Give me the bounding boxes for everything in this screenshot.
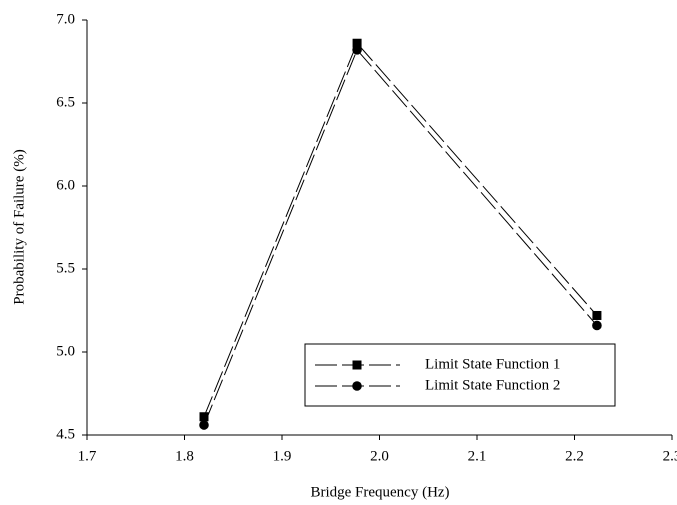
y-tick-label: 5.5: [56, 260, 75, 276]
y-tick-label: 6.0: [56, 177, 75, 193]
y-axis-label: Probability of Failure (%): [11, 149, 27, 304]
y-tick-label: 5.0: [56, 343, 75, 359]
marker: [592, 320, 602, 331]
marker: [352, 45, 362, 55]
legend-marker: [352, 381, 362, 391]
x-tick-label: 1.8: [175, 448, 194, 464]
marker: [199, 412, 209, 422]
x-tick-label: 1.9: [273, 448, 292, 464]
legend-box: [304, 343, 616, 407]
marker: [352, 38, 362, 48]
marker: [199, 420, 209, 430]
x-tick-label: 2.2: [565, 448, 584, 464]
y-tick-label: 6.5: [56, 94, 75, 110]
x-tick-label: 2.1: [468, 448, 487, 464]
y-tick-label: 4.5: [56, 426, 75, 442]
legend-marker: [352, 360, 362, 370]
y-tick-label: 7.0: [56, 11, 75, 27]
marker: [592, 310, 602, 320]
x-tick-label: 1.7: [78, 448, 97, 464]
x-tick-label: 2.0: [370, 448, 389, 464]
x-axis-label: Bridge Frequency (Hz): [310, 484, 449, 500]
x-tick-label: 2.3: [663, 448, 677, 464]
legend-label: Limit State Function 2: [425, 377, 560, 393]
legend-label: Limit State Function 1: [425, 356, 560, 372]
